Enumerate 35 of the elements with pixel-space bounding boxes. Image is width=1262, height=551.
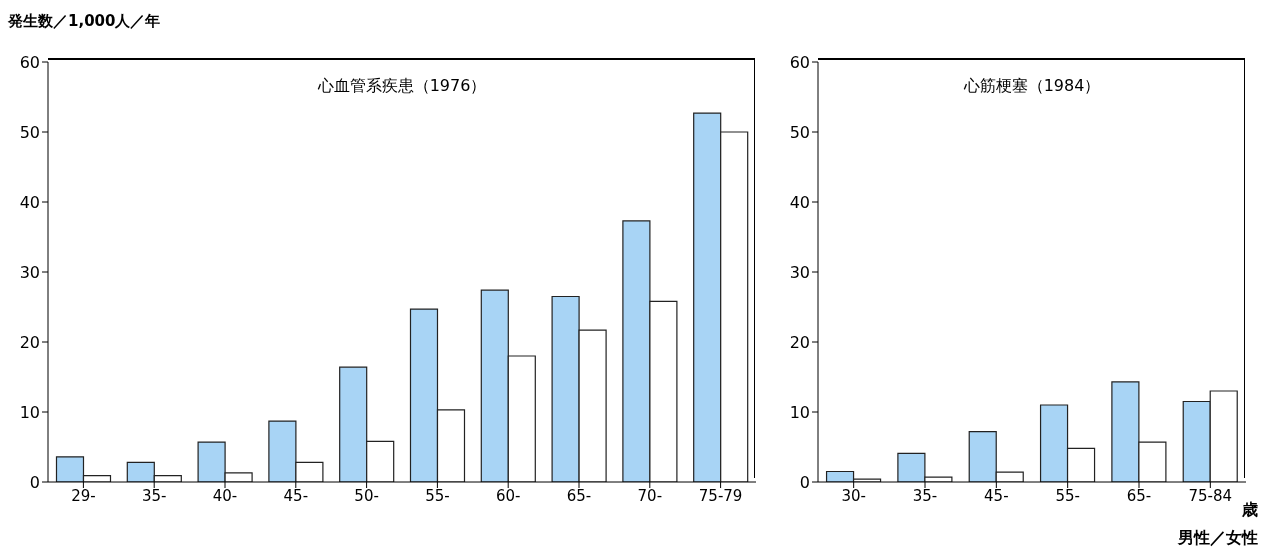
x-tick-label: 70- — [637, 486, 663, 505]
x-tick-label: 35- — [912, 486, 938, 505]
y-tick-label: 20 — [789, 332, 810, 352]
y-tick-label: 60 — [19, 52, 40, 72]
y-tick-label: 50 — [789, 122, 810, 142]
x-tick-label: 30- — [841, 486, 866, 505]
y-tick-label: 30 — [19, 262, 40, 282]
x-tick-label: 40- — [212, 486, 238, 505]
x-tick-label: 55- — [425, 486, 450, 505]
x-tick-label: 45- — [984, 486, 1009, 505]
x-axis-title: 歳 — [1242, 500, 1258, 521]
y-tick-label: 40 — [789, 192, 810, 212]
x-tick-label: 45- — [283, 486, 309, 505]
x-tick-label: 29- — [71, 486, 96, 505]
y-tick-label: 50 — [19, 122, 40, 142]
text: 心血管系疾患（1976） — [316, 76, 488, 97]
x-tick-label: 50- — [354, 486, 379, 505]
y-tick-label: 30 — [789, 262, 810, 282]
y-tick-label: 10 — [19, 402, 40, 422]
y-tick-label: 0 — [29, 472, 40, 492]
x-tick-label: 65- — [1126, 486, 1152, 505]
x-tick-label: 55- — [1055, 486, 1080, 505]
y-tick-label: 20 — [19, 332, 40, 352]
y-axis-title: 発生数／1,000人／年 — [8, 12, 161, 30]
x-tick-label: 60- — [495, 486, 521, 505]
text: 男性／女性 — [1178, 528, 1258, 549]
x-tick-label: 75-84 — [1188, 486, 1233, 505]
x-tick-label: 35- — [141, 486, 167, 505]
text: 心筋梗塞（1984） — [962, 76, 1102, 97]
y-tick-label: 60 — [789, 52, 810, 72]
y-tick-label: 0 — [799, 472, 810, 492]
y-tick-label: 40 — [19, 192, 40, 212]
x-tick-label: 65- — [566, 486, 592, 505]
x-tick-label: 75-79 — [698, 486, 743, 505]
y-tick-label: 10 — [789, 402, 810, 422]
